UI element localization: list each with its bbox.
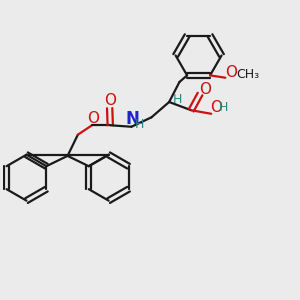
Text: O: O [87, 111, 99, 126]
Text: CH₃: CH₃ [236, 68, 259, 81]
Text: H: H [173, 93, 182, 106]
Text: O: O [211, 100, 223, 116]
Text: O: O [104, 93, 116, 108]
Text: O: O [225, 65, 237, 80]
Text: H: H [219, 101, 228, 114]
Text: O: O [200, 82, 211, 97]
Text: N: N [126, 110, 140, 128]
Text: H: H [135, 118, 144, 131]
